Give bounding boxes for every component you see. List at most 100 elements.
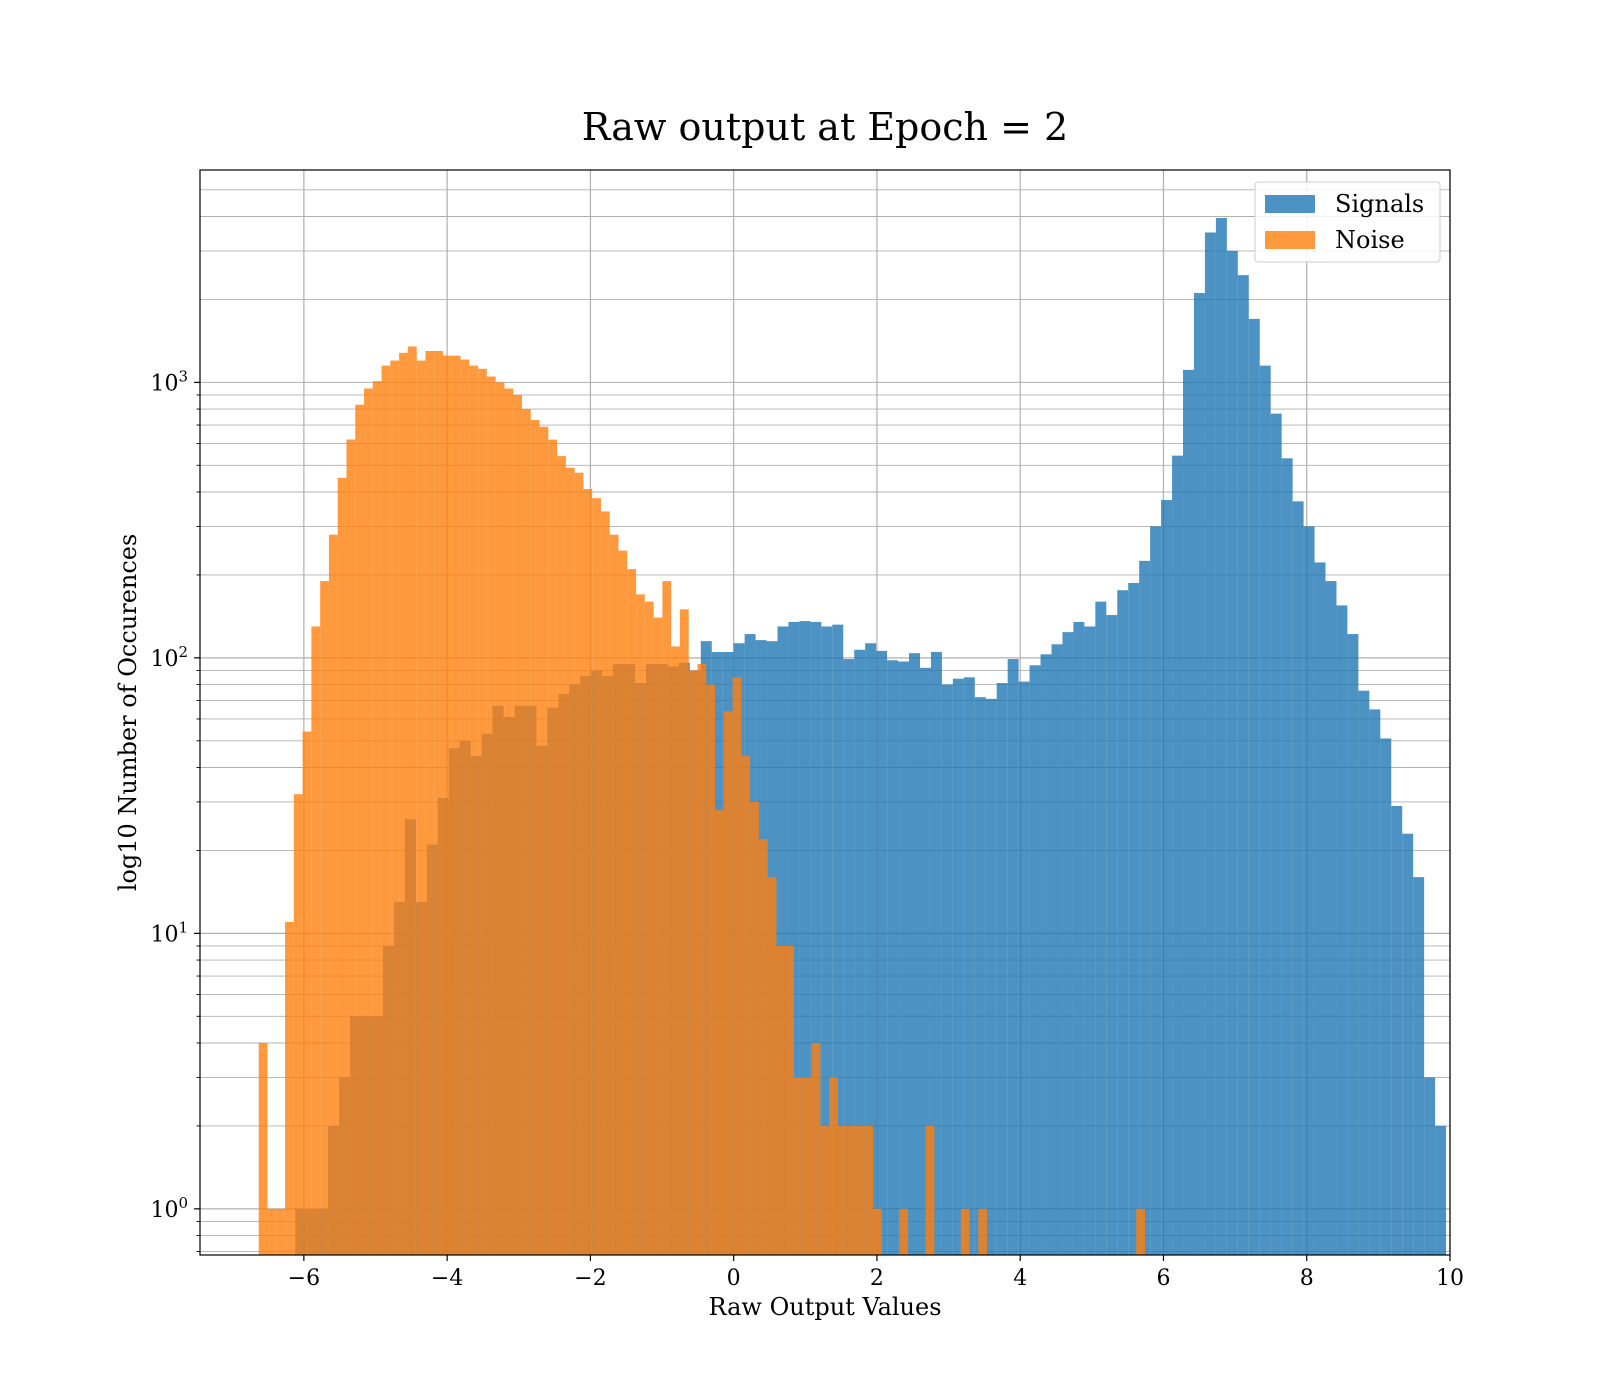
noise-bar bbox=[600, 511, 610, 1256]
noise-bar bbox=[872, 1208, 882, 1255]
y-tick-label: 103 bbox=[150, 367, 188, 396]
legend: Signals Noise bbox=[1254, 181, 1441, 263]
signals-bar bbox=[1161, 500, 1173, 1255]
signals-bar bbox=[1325, 581, 1337, 1255]
noise-bar bbox=[460, 359, 470, 1255]
x-tick-label: −2 bbox=[574, 1266, 606, 1291]
noise-bar bbox=[732, 677, 742, 1255]
noise-bar bbox=[372, 381, 382, 1256]
noise-bar bbox=[829, 1077, 838, 1255]
noise-bar bbox=[706, 684, 716, 1255]
noise-bar bbox=[416, 360, 426, 1255]
noise-bar bbox=[407, 346, 417, 1255]
signals-bar bbox=[1424, 1077, 1436, 1255]
signals-bar bbox=[1259, 365, 1271, 1256]
noise-bar bbox=[486, 376, 496, 1255]
noise-bar bbox=[346, 439, 356, 1255]
noise-bar bbox=[469, 365, 479, 1256]
y-tick-label: 100 bbox=[150, 1194, 188, 1223]
y-tick-label: 101 bbox=[150, 918, 188, 947]
ticks-layer: −6 −4 −2 0 2 4 6 8 10 100 101 102 103 bbox=[150, 367, 1464, 1291]
noise-bar bbox=[785, 945, 795, 1255]
noise-bar bbox=[978, 1208, 988, 1255]
noise-bar bbox=[434, 350, 444, 1255]
signals-bar bbox=[974, 697, 986, 1255]
noise-bar bbox=[679, 609, 689, 1255]
signals-bar bbox=[996, 683, 1008, 1255]
signals-bar bbox=[1040, 654, 1052, 1255]
signals-bar bbox=[1106, 615, 1118, 1255]
noise-bar bbox=[539, 426, 549, 1255]
noise-bar bbox=[495, 382, 505, 1256]
noise-bar bbox=[583, 489, 593, 1255]
x-tick-label: −6 bbox=[288, 1266, 320, 1291]
noise-bar bbox=[636, 594, 645, 1255]
noise-bar bbox=[293, 794, 303, 1255]
signals-bar bbox=[1018, 681, 1030, 1255]
signals-bar bbox=[876, 650, 888, 1255]
signals-bar bbox=[1183, 369, 1194, 1256]
noise-bar bbox=[662, 581, 672, 1255]
signals-bar bbox=[1314, 562, 1326, 1255]
signals-bar bbox=[799, 621, 811, 1255]
signals-bar bbox=[1336, 605, 1348, 1255]
noise-bar bbox=[285, 921, 294, 1255]
signals-bar bbox=[887, 660, 899, 1255]
y-axis-label: log10 Number of Occurences bbox=[114, 534, 142, 892]
bars-layer bbox=[258, 218, 1447, 1256]
noise-bar bbox=[592, 498, 601, 1255]
noise-bar bbox=[302, 731, 312, 1255]
signals-bar bbox=[1248, 318, 1260, 1256]
signals-bar bbox=[1007, 659, 1019, 1255]
signals-bar bbox=[1303, 526, 1315, 1255]
noise-bar bbox=[758, 839, 768, 1255]
plot-frame bbox=[199, 169, 1451, 1256]
noise-bar bbox=[750, 801, 759, 1255]
noise-bar bbox=[671, 646, 680, 1255]
noise-bar bbox=[267, 1208, 277, 1255]
noise-bar bbox=[328, 534, 338, 1255]
x-tick-label: 4 bbox=[1013, 1266, 1027, 1291]
noise-bar bbox=[557, 456, 566, 1255]
signals-bar bbox=[1226, 250, 1238, 1255]
noise-bar bbox=[504, 388, 514, 1255]
signals-bar bbox=[1270, 413, 1282, 1255]
noise-bar bbox=[609, 534, 619, 1255]
noise-bar bbox=[697, 664, 707, 1255]
noise-bar bbox=[258, 1042, 268, 1255]
noise-bar bbox=[337, 477, 347, 1255]
legend-swatch-signals bbox=[1265, 195, 1315, 213]
noise-bar bbox=[837, 1125, 847, 1255]
signals-bar bbox=[909, 653, 920, 1255]
noise-bar bbox=[653, 617, 663, 1255]
signals-bar bbox=[788, 621, 800, 1255]
noise-bar bbox=[855, 1125, 865, 1255]
noise-bar bbox=[794, 1077, 803, 1255]
noise-bar bbox=[820, 1125, 830, 1255]
noise-bar bbox=[355, 404, 365, 1256]
x-tick-label: 10 bbox=[1436, 1266, 1464, 1291]
y-tick-label: 102 bbox=[150, 643, 188, 672]
signals-bar bbox=[1369, 709, 1381, 1255]
x-axis-label: Raw Output Values bbox=[708, 1293, 941, 1321]
signals-bar bbox=[810, 621, 822, 1255]
noise-bar bbox=[381, 365, 391, 1256]
noise-bar bbox=[478, 368, 487, 1255]
noise-bar bbox=[311, 626, 321, 1255]
signals-bar bbox=[1128, 582, 1140, 1255]
noise-bar bbox=[802, 1077, 812, 1255]
noise-bar bbox=[776, 945, 786, 1255]
noise-bar bbox=[864, 1125, 873, 1255]
signals-bar bbox=[1139, 560, 1151, 1255]
noise-bar bbox=[425, 350, 435, 1255]
signals-bar bbox=[1237, 275, 1249, 1255]
noise-bar bbox=[741, 756, 751, 1255]
x-tick-label: 6 bbox=[1156, 1266, 1170, 1291]
series-noise bbox=[258, 346, 1146, 1256]
signals-bar bbox=[1347, 634, 1359, 1255]
noise-bar bbox=[627, 569, 637, 1255]
signals-bar bbox=[1358, 690, 1370, 1255]
noise-bar bbox=[276, 1208, 286, 1255]
